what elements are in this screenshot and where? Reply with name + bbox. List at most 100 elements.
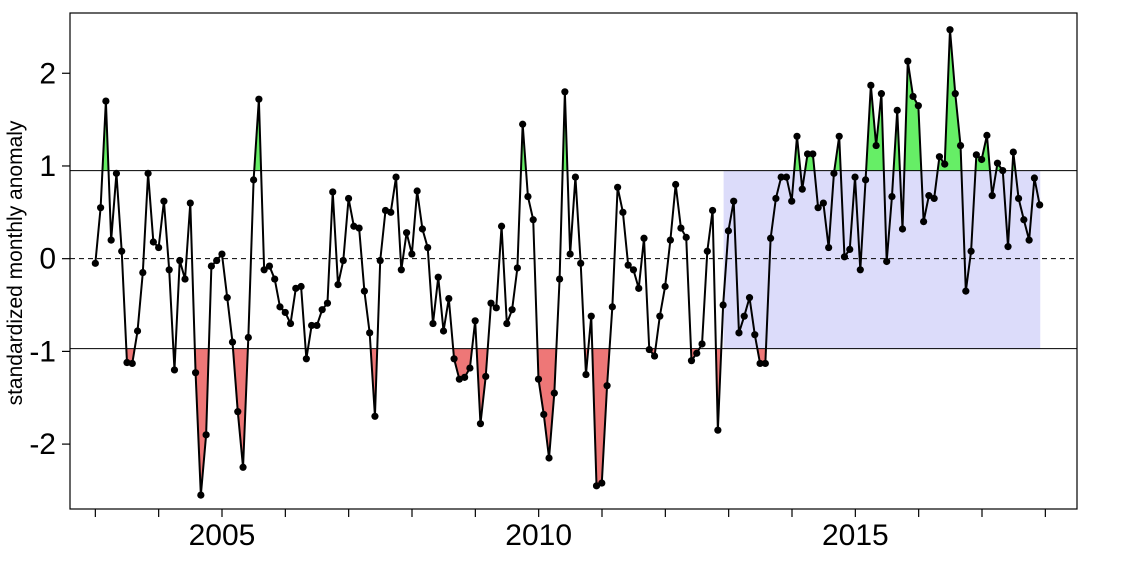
- data-point: [424, 243, 432, 252]
- y-tick-label: -1: [29, 335, 56, 368]
- data-point: [476, 420, 485, 428]
- data-point: [972, 151, 980, 159]
- data-point: [128, 359, 136, 368]
- data-point: [519, 120, 527, 128]
- data-point: [213, 256, 221, 265]
- data-point: [740, 312, 748, 320]
- data-point: [988, 192, 996, 200]
- data-point: [244, 333, 252, 342]
- data-point: [830, 169, 838, 177]
- data-point: [967, 247, 975, 255]
- data-point: [614, 183, 622, 191]
- data-point: [255, 95, 263, 103]
- data-point: [941, 160, 949, 168]
- data-point: [846, 245, 854, 254]
- data-point: [598, 479, 606, 487]
- data-point: [376, 256, 384, 265]
- data-point: [281, 308, 289, 317]
- data-point: [260, 266, 268, 274]
- data-point: [308, 321, 316, 330]
- data-point: [513, 264, 521, 272]
- positive-anomaly-fill: [904, 61, 922, 171]
- data-point: [302, 355, 310, 363]
- data-point: [392, 173, 400, 181]
- data-point: [186, 199, 194, 207]
- data-point: [724, 227, 733, 235]
- data-point: [202, 431, 210, 439]
- data-point: [265, 262, 274, 270]
- data-point: [682, 233, 690, 241]
- data-point: [693, 349, 701, 357]
- data-point: [983, 131, 991, 139]
- data-point: [555, 275, 564, 283]
- data-point: [1020, 216, 1028, 224]
- data-point: [402, 229, 411, 237]
- data-point: [677, 224, 685, 232]
- data-point: [666, 236, 674, 244]
- data-point: [191, 369, 200, 377]
- data-point: [239, 463, 247, 471]
- data-point: [397, 266, 405, 274]
- data-point: [450, 355, 458, 363]
- data-point: [672, 180, 680, 189]
- data-point: [1025, 236, 1033, 244]
- data-point: [788, 197, 796, 205]
- data-point: [497, 222, 506, 230]
- data-point: [772, 194, 780, 203]
- x-tick-label: 2005: [189, 519, 256, 552]
- y-tick-label: 2: [39, 57, 56, 90]
- data-point: [112, 169, 121, 177]
- data-point: [851, 173, 859, 181]
- plot-frame: [69, 12, 1078, 510]
- data-point: [777, 173, 785, 181]
- data-point: [861, 176, 870, 184]
- data-point: [687, 357, 696, 365]
- data-point: [962, 287, 970, 295]
- data-point: [360, 287, 368, 295]
- data-point: [703, 247, 711, 255]
- negative-anomaly-fill: [537, 348, 557, 459]
- data-point: [344, 194, 353, 203]
- data-point: [914, 102, 922, 110]
- data-point: [339, 256, 347, 265]
- data-point: [503, 319, 511, 328]
- data-point: [218, 250, 226, 258]
- x-tick-label: 2015: [822, 519, 889, 552]
- data-point: [1030, 174, 1039, 182]
- data-point: [91, 259, 99, 267]
- data-point: [999, 167, 1007, 175]
- data-point: [872, 141, 880, 150]
- data-point: [529, 216, 537, 224]
- data-point: [1009, 148, 1017, 156]
- data-point: [492, 304, 500, 312]
- data-point: [782, 173, 791, 181]
- data-point: [571, 173, 580, 181]
- data-point: [323, 299, 332, 307]
- negative-anomaly-fill: [476, 348, 488, 424]
- data-point: [930, 194, 938, 203]
- data-point: [592, 482, 601, 490]
- data-point: [144, 169, 152, 177]
- data-point: [993, 159, 1002, 167]
- data-point: [445, 294, 453, 303]
- data-point: [1014, 194, 1023, 203]
- data-point: [956, 141, 965, 150]
- data-point: [508, 306, 516, 314]
- data-point: [118, 247, 126, 255]
- data-point: [877, 90, 886, 98]
- data-point: [234, 408, 242, 416]
- data-point: [286, 319, 295, 328]
- data-point: [761, 359, 769, 368]
- data-point: [545, 454, 553, 462]
- data-point: [840, 253, 849, 261]
- data-point: [640, 234, 648, 242]
- data-point: [471, 317, 479, 325]
- data-point: [656, 312, 664, 320]
- data-point: [920, 217, 928, 226]
- data-point: [946, 26, 954, 34]
- data-point: [635, 284, 643, 292]
- x-tick-label: 2010: [505, 519, 572, 552]
- data-point: [329, 188, 337, 196]
- data-point: [318, 306, 326, 314]
